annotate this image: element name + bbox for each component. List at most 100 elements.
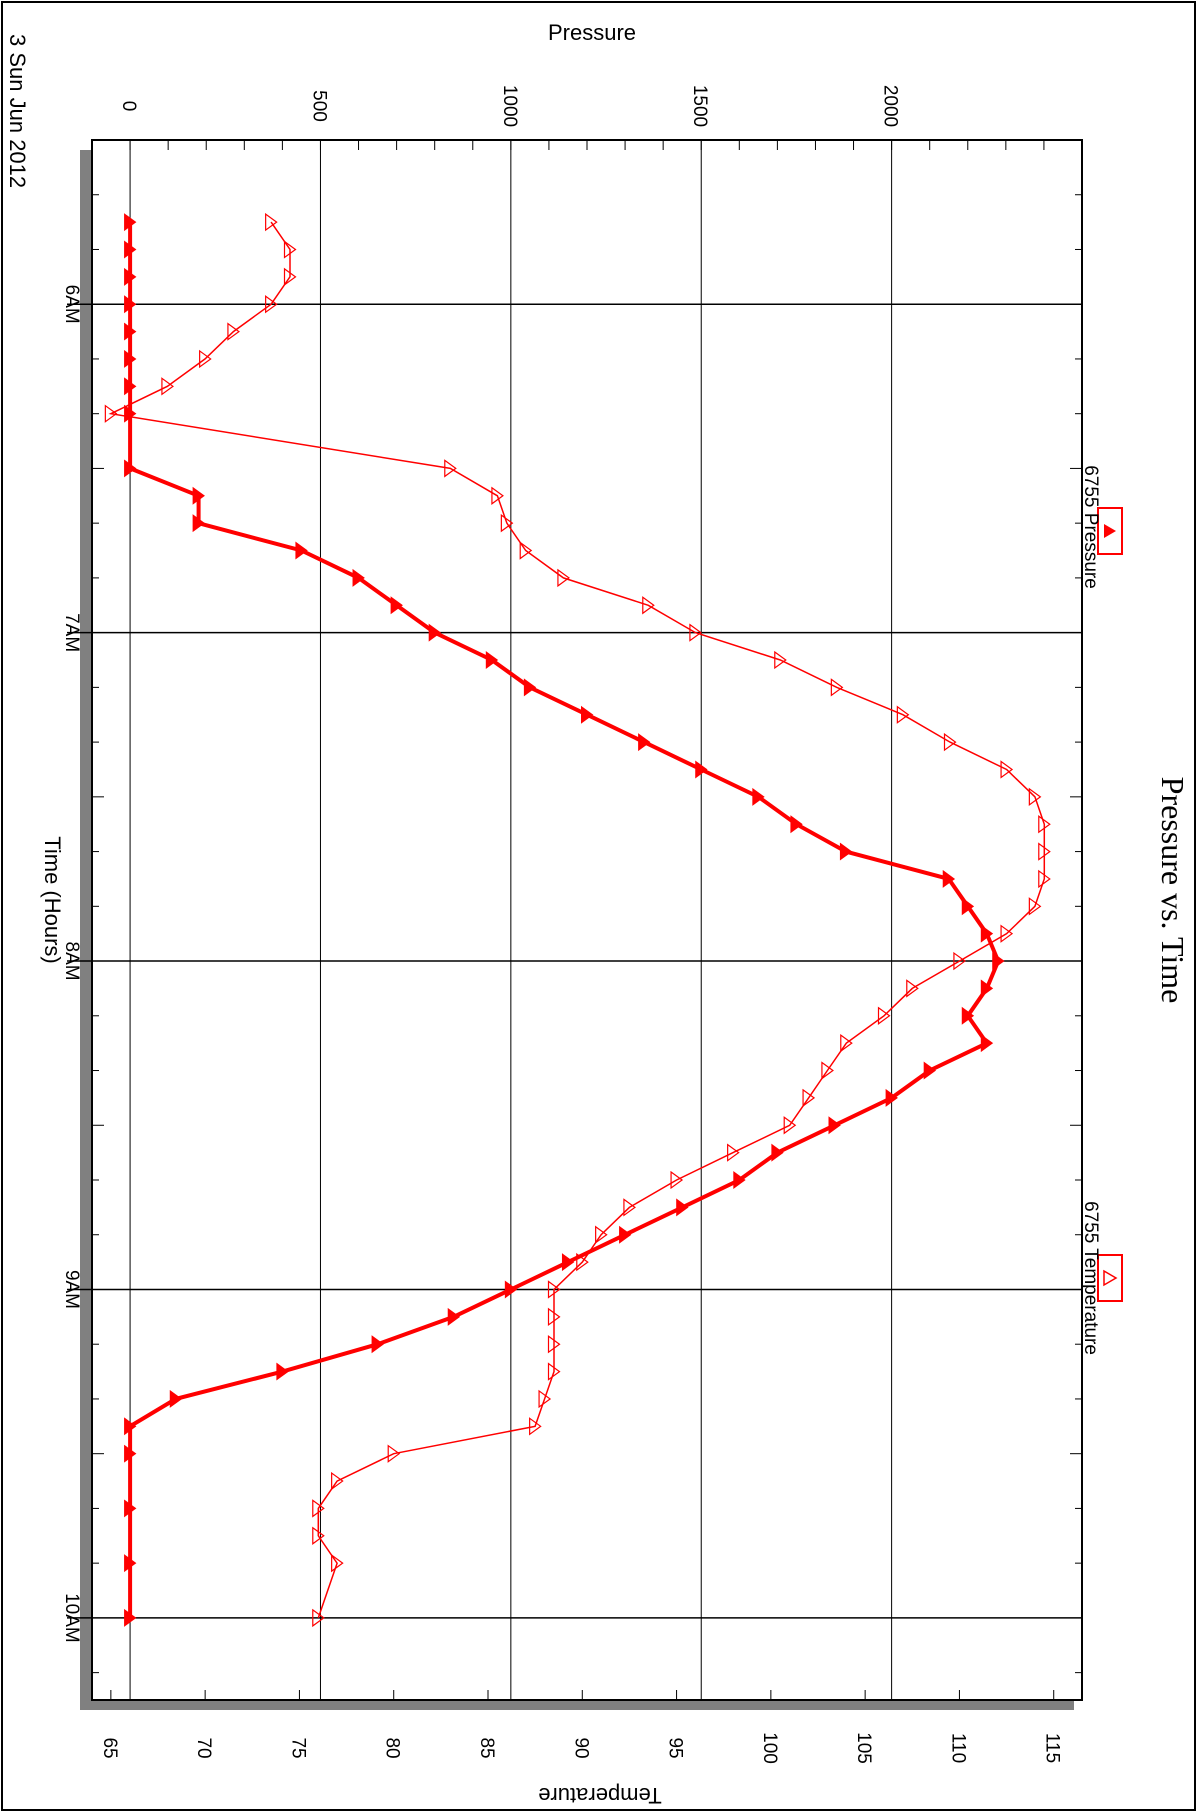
legend-marker-temperature: [1103, 1269, 1118, 1287]
pressure-point: [390, 596, 403, 615]
pressure-point: [638, 733, 651, 752]
pressure-tick-label: 1500: [689, 85, 710, 127]
temperature-tick-label: 80: [382, 1737, 403, 1758]
pressure-point: [447, 1307, 461, 1326]
pressure-point: [124, 322, 137, 341]
temperature-axis-title: Temperature: [538, 1783, 662, 1808]
x-tick-label: 8AM: [61, 942, 82, 981]
pressure-point: [523, 678, 537, 697]
pressure-point: [828, 1116, 841, 1135]
pressure-point: [923, 1061, 937, 1080]
pressure-point: [124, 1499, 137, 1518]
pressure-point: [961, 897, 975, 916]
chart-title: Pressure vs. Time: [1155, 777, 1191, 1004]
legend-item-pressure: 6755 Pressure: [1080, 465, 1123, 589]
temperature-point: [312, 1526, 325, 1545]
pressure-point: [124, 1444, 137, 1463]
pressure-point: [676, 1198, 689, 1217]
pressure-point: [619, 1225, 632, 1244]
pressure-point: [124, 240, 137, 259]
pressure-point: [839, 842, 853, 861]
temperature-tick-label: 70: [193, 1737, 214, 1758]
pressure-point: [124, 1417, 137, 1436]
pressure-point: [352, 568, 365, 587]
legend-label-temperature: 6755 Temperature: [1080, 1201, 1101, 1355]
pressure-point: [561, 1253, 575, 1272]
date-label: 3 Sun Jun 2012: [5, 34, 30, 188]
pressure-point: [124, 349, 137, 368]
temperature-tick-label: 115: [1042, 1733, 1063, 1763]
temperature-point: [774, 650, 787, 670]
x-tick-label: 6AM: [61, 285, 82, 324]
temperature-tick-label: 110: [947, 1733, 968, 1763]
temperature-tick-label: 100: [759, 1732, 780, 1764]
temperature-point: [623, 1198, 636, 1217]
plot-area: [91, 139, 1083, 1701]
pressure-point: [980, 924, 994, 943]
x-axis-title: Time (Hours): [40, 836, 65, 964]
pressure-point: [124, 213, 137, 232]
temperature-point: [1000, 760, 1014, 779]
x-axis-ticks: 6AM 7AM 8AM 9AM 10AM: [61, 285, 82, 1643]
temperature-point: [104, 404, 118, 423]
legend-marker-pressure: [1104, 524, 1116, 538]
legend-swatch-temperature: [1097, 1254, 1123, 1302]
pressure-point: [961, 1006, 975, 1025]
temperature-point: [547, 1362, 561, 1381]
temperature-point: [557, 568, 570, 588]
pressure-point: [992, 952, 1005, 971]
series-layer: [104, 212, 1051, 1628]
temperature-point: [529, 1417, 542, 1436]
temperature-point: [1028, 787, 1042, 807]
pressure-tick-label: 500: [308, 90, 329, 122]
pressure-point: [733, 1171, 746, 1189]
pressure-point: [192, 514, 205, 533]
pressure-point: [124, 377, 137, 396]
pressure-point: [169, 1389, 183, 1408]
temperature-point: [538, 1389, 552, 1409]
temperature-point: [1038, 815, 1051, 834]
pressure-point: [124, 404, 137, 423]
pressure-point: [295, 541, 308, 560]
temperature-tick-label: 105: [853, 1732, 874, 1764]
temperature-point: [444, 459, 457, 478]
pressure-point: [124, 1554, 137, 1573]
pressure-point: [371, 1335, 384, 1354]
temperature-point: [519, 541, 533, 560]
temperature-point: [312, 1608, 325, 1628]
pressure-point: [771, 1143, 784, 1162]
temperature-point: [670, 1170, 684, 1190]
temperature-tick-label: 90: [570, 1737, 591, 1758]
temperature-axis-ticks: 65 70 75 80 85 90 95 100 105 110 115: [99, 1732, 1063, 1764]
pressure-point: [980, 979, 994, 998]
temperature-point: [642, 596, 655, 615]
temperature-tick-label: 75: [287, 1737, 308, 1758]
pressure-point: [124, 1608, 137, 1627]
temperature-point: [547, 1307, 561, 1327]
pressure-point: [885, 1088, 898, 1107]
temperature-point: [830, 678, 844, 697]
temperature-point: [727, 1143, 740, 1162]
x-tick-label: 10AM: [61, 1593, 82, 1643]
temperature-point: [1028, 897, 1042, 916]
pressure-point: [581, 705, 594, 724]
pressure-point: [192, 486, 205, 505]
pressure-point: [942, 869, 956, 888]
temperature-point: [689, 623, 702, 642]
pressure-point: [752, 787, 765, 806]
pressure-axis-ticks: 0 500 1000 1500 2000: [118, 85, 901, 127]
temperature-tick-label: 65: [99, 1737, 120, 1758]
temperature-point: [821, 1061, 834, 1080]
temperature-point: [283, 240, 297, 259]
pressure-tick-label: 0: [118, 101, 139, 112]
temperature-point: [265, 295, 278, 314]
pressure-point: [124, 459, 137, 478]
temperature-point: [953, 951, 966, 971]
legend-item-temperature: 6755 Temperature: [1080, 1201, 1123, 1355]
temperature-point: [802, 1088, 816, 1108]
temperature-point: [312, 1499, 325, 1518]
temperature-point: [1038, 869, 1051, 889]
temperature-point: [199, 349, 212, 369]
